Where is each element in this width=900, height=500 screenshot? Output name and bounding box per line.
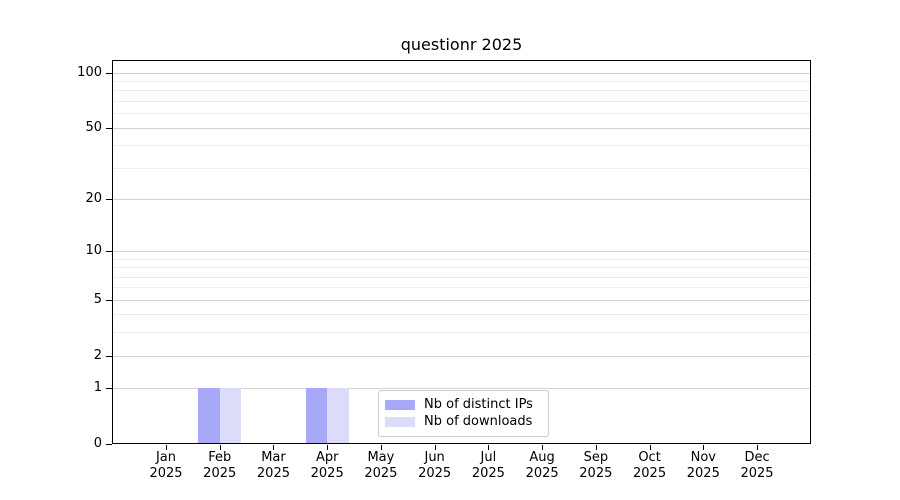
y-tick-label: 0 bbox=[93, 436, 102, 451]
x-tick-label: Aug 2025 bbox=[525, 450, 559, 481]
bar-downloads bbox=[219, 388, 242, 444]
y-tick-mark bbox=[106, 388, 112, 390]
x-tick-mark bbox=[649, 445, 651, 450]
gridline-major bbox=[112, 72, 811, 74]
gridline-minor bbox=[112, 167, 811, 169]
x-tick-label: Nov 2025 bbox=[686, 450, 720, 481]
gridline-minor bbox=[112, 276, 811, 278]
gridline-major bbox=[112, 388, 811, 390]
gridline-major bbox=[112, 198, 811, 200]
x-tick-label: Oct 2025 bbox=[633, 450, 667, 481]
x-tick-mark bbox=[703, 445, 705, 450]
legend-label-distinct-ips: Nb of distinct IPs bbox=[424, 396, 533, 412]
y-tick-label: 10 bbox=[85, 242, 102, 258]
gridline-minor bbox=[112, 145, 811, 147]
x-tick-mark bbox=[273, 445, 275, 450]
gridline-minor bbox=[112, 314, 811, 316]
x-tick-label: Apr 2025 bbox=[310, 450, 344, 481]
x-tick-mark bbox=[380, 445, 382, 450]
y-tick-label: 20 bbox=[85, 190, 102, 206]
x-tick-mark bbox=[219, 445, 221, 450]
x-tick-label: Jan 2025 bbox=[149, 450, 183, 481]
gridline-major bbox=[112, 250, 811, 252]
gridline-minor bbox=[112, 100, 811, 102]
gridline-minor bbox=[112, 80, 811, 82]
bar-distinct-ips bbox=[305, 388, 328, 444]
x-tick-mark bbox=[327, 445, 329, 450]
gridline-major bbox=[112, 355, 811, 357]
y-tick-mark bbox=[106, 198, 112, 200]
y-tick-mark bbox=[106, 127, 112, 129]
y-tick-label: 50 bbox=[85, 119, 102, 135]
legend-entry-downloads: Nb of downloads bbox=[385, 414, 542, 430]
y-tick-mark bbox=[106, 355, 112, 357]
y-tick-mark bbox=[106, 72, 112, 74]
y-tick-label: 1 bbox=[93, 380, 102, 396]
y-tick-label: 5 bbox=[93, 291, 102, 307]
y-tick-mark bbox=[106, 299, 112, 301]
x-tick-label: Jun 2025 bbox=[418, 450, 452, 481]
legend: Nb of distinct IPs Nb of downloads bbox=[378, 390, 549, 437]
legend-entry-distinct-ips: Nb of distinct IPs bbox=[385, 397, 542, 413]
bar-distinct-ips bbox=[198, 388, 220, 444]
y-tick-mark bbox=[106, 444, 112, 445]
plot-frame bbox=[112, 60, 811, 444]
x-tick-mark bbox=[595, 445, 597, 450]
x-tick-label: May 2025 bbox=[364, 450, 398, 481]
x-tick-mark bbox=[434, 445, 436, 450]
y-tick-mark bbox=[106, 250, 112, 252]
gridline-major bbox=[112, 127, 811, 129]
x-tick-label: Dec 2025 bbox=[740, 450, 774, 481]
gridline-major bbox=[112, 299, 811, 301]
x-tick-label: Mar 2025 bbox=[256, 450, 290, 481]
x-tick-label: Jul 2025 bbox=[471, 450, 505, 481]
gridline-minor bbox=[112, 332, 811, 334]
bar-downloads bbox=[327, 388, 349, 444]
legend-swatch-downloads-icon bbox=[385, 417, 415, 428]
legend-label-downloads: Nb of downloads bbox=[424, 414, 533, 430]
x-tick-mark bbox=[166, 445, 167, 450]
x-tick-label: Feb 2025 bbox=[203, 450, 237, 481]
x-tick-mark bbox=[542, 445, 544, 450]
gridline-minor bbox=[112, 258, 811, 260]
gridline-minor bbox=[112, 287, 811, 289]
gridline-minor bbox=[112, 267, 811, 269]
x-tick-mark bbox=[757, 445, 759, 450]
y-tick-label: 2 bbox=[93, 347, 102, 363]
x-tick-label: Sep 2025 bbox=[579, 450, 613, 481]
legend-swatch-distinct-ips-icon bbox=[385, 399, 415, 410]
gridline-minor bbox=[112, 113, 811, 115]
gridline-minor bbox=[112, 90, 811, 92]
chart-title: questionr 2025 bbox=[400, 35, 523, 54]
x-tick-mark bbox=[488, 445, 490, 450]
y-tick-label: 100 bbox=[77, 64, 102, 80]
